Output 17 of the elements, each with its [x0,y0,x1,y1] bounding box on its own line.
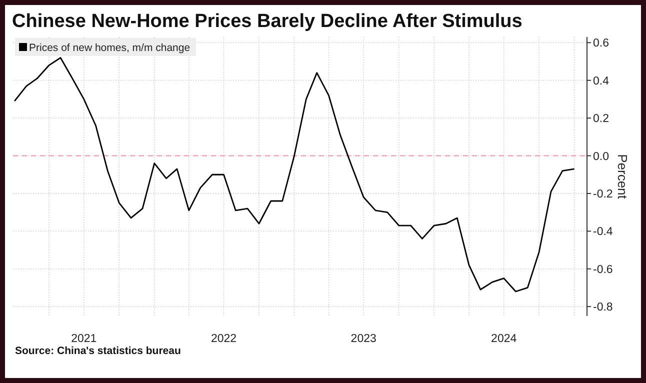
line-series [14,57,576,292]
chart-title: Chinese New-Home Prices Barely Decline After Stimulus [12,11,522,32]
x-tick-label: 2024 [491,333,518,345]
y-tick-label: -0.2 [593,188,613,200]
x-tick-label: 2022 [210,333,237,345]
y-axis-title: Percent [615,154,630,200]
x-tick-label: 2023 [350,333,376,345]
y-tick-label: -0.8 [593,302,613,314]
y-tick-label: 0.4 [593,75,610,88]
y-tick-label: -0.4 [593,226,614,238]
y-tick-label: -0.6 [593,264,613,276]
x-tick-label: 2021 [71,333,97,345]
y-tick-label: 0.2 [593,113,609,126]
legend-label: Prices of new homes, m/m change [29,42,190,54]
y-tick-label: 0.6 [593,38,609,50]
source-note: Source: China's statistics bureau [15,345,181,357]
y-tick-label: 0.0 [593,150,609,163]
